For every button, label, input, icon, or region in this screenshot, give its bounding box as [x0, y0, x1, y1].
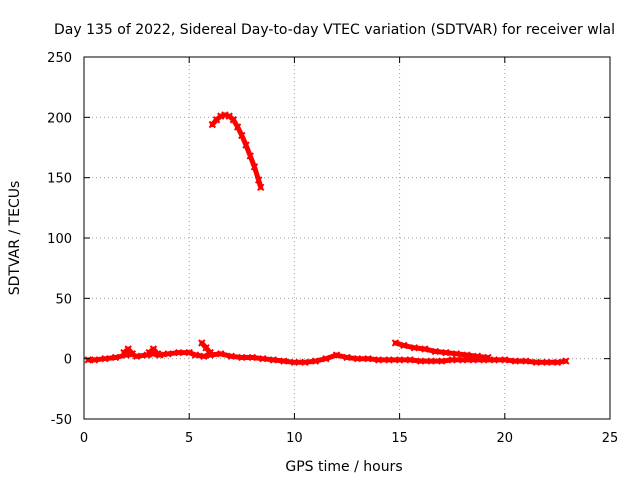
data-point [427, 357, 435, 365]
data-point [410, 344, 419, 352]
y-tick-label: 250 [47, 51, 72, 66]
data-point [463, 351, 471, 359]
data-point [254, 176, 263, 184]
axis-ticks: 0 5 10 15 20 25 -50 0 50 100 150 200 250 [47, 51, 618, 446]
data-point [553, 358, 562, 366]
chart-title: Day 135 of 2022, Sidereal Day-to-day VTE… [54, 22, 615, 38]
data-point [280, 357, 288, 365]
x-tick-label: 5 [185, 431, 193, 446]
data-point [391, 339, 400, 347]
data-point [332, 351, 341, 359]
data-point [406, 356, 414, 364]
data-point [385, 356, 393, 364]
data-point [484, 353, 492, 362]
data-point [84, 356, 92, 364]
x-tick-label: 0 [80, 431, 88, 446]
data-point [301, 358, 309, 366]
data-point [191, 351, 200, 359]
data-point [311, 357, 320, 365]
y-axis-label: SDTVAR / TECUs [7, 181, 23, 296]
data-point [431, 347, 440, 356]
data-point [200, 352, 208, 360]
data-point [259, 354, 267, 363]
data-point [501, 356, 509, 364]
data-point [452, 350, 461, 358]
data-point [416, 357, 425, 365]
data-point [242, 141, 250, 149]
data-point [353, 354, 362, 363]
data-point [269, 356, 278, 364]
x-tick-label: 10 [286, 431, 303, 446]
data-point [238, 353, 246, 362]
data-point [90, 356, 99, 364]
data-point [206, 348, 214, 357]
data-point [562, 357, 570, 365]
data-point [364, 354, 372, 363]
data-series [84, 111, 570, 366]
data-point [164, 350, 172, 358]
data-point [238, 131, 246, 140]
data-point [233, 123, 242, 131]
grid-lines [84, 57, 610, 419]
data-point [101, 354, 109, 363]
data-point [522, 357, 530, 365]
data-point [248, 353, 257, 362]
data-point [153, 350, 162, 358]
y-tick-label: 200 [47, 111, 72, 126]
data-point [437, 357, 446, 365]
data-point [111, 353, 120, 362]
y-tick-label: 150 [47, 172, 72, 187]
x-tick-label: 15 [391, 431, 408, 446]
data-point [343, 353, 351, 362]
data-point [290, 358, 299, 366]
data-point [185, 348, 193, 357]
data-point [128, 350, 137, 358]
x-tick-label: 25 [602, 431, 619, 446]
data-point [257, 183, 265, 192]
data-point [400, 341, 408, 350]
y-tick-label: -50 [51, 413, 72, 428]
x-axis-label: GPS time / hours [285, 459, 402, 475]
data-point [511, 357, 520, 365]
x-tick-label: 20 [497, 431, 514, 446]
data-point [374, 356, 383, 364]
data-point [421, 345, 429, 353]
series-line-arc-descending [392, 340, 491, 360]
y-tick-label: 100 [47, 232, 72, 247]
data-point [229, 116, 238, 124]
data-point [174, 348, 183, 357]
data-point [322, 354, 330, 363]
data-point [246, 152, 254, 160]
data-point [227, 352, 235, 360]
data-point [395, 356, 404, 364]
data-point [473, 352, 482, 360]
y-tick-label: 50 [55, 292, 72, 307]
data-point [490, 356, 498, 364]
data-point [250, 163, 259, 171]
y-tick-label: 0 [64, 353, 72, 368]
data-point [543, 358, 551, 366]
data-point [442, 348, 450, 357]
data-point [532, 358, 541, 366]
data-point [217, 350, 225, 358]
data-point [448, 356, 456, 364]
